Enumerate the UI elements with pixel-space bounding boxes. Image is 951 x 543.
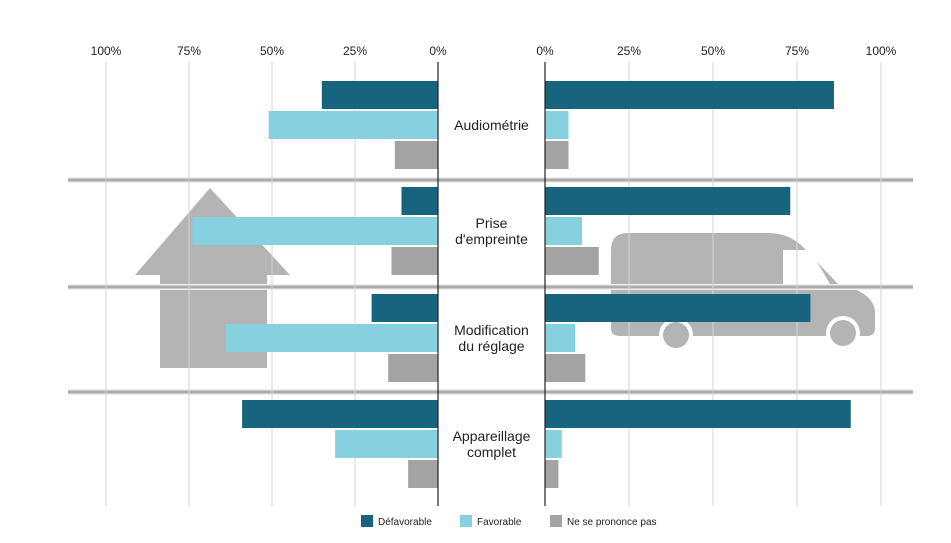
right-tick-label: 50% — [701, 44, 725, 58]
group-separator — [68, 284, 913, 290]
legend-label: Favorable — [477, 517, 522, 528]
left-tick-label: 100% — [91, 44, 122, 58]
bar-right-d-favorable — [545, 294, 811, 322]
legend-swatch — [460, 515, 472, 527]
category-label: Audiométrie — [454, 117, 529, 133]
bar-right-favorable — [545, 430, 562, 458]
right-tick-label: 100% — [866, 44, 897, 58]
bar-left-ne-se-prononce-pas — [388, 354, 438, 382]
legend-swatch — [550, 515, 562, 527]
bar-left-ne-se-prononce-pas — [391, 247, 438, 275]
category-label: Prise d'empreinte — [455, 215, 528, 247]
bar-left-favorable — [192, 217, 438, 245]
bar-left-favorable — [225, 324, 438, 352]
bar-right-ne-se-prononce-pas — [545, 141, 569, 169]
left-tick-label: 25% — [343, 44, 367, 58]
bar-right-ne-se-prononce-pas — [545, 247, 599, 275]
left-tick-label: 50% — [260, 44, 284, 58]
category-label: Modification du réglage — [454, 322, 529, 354]
bar-right-d-favorable — [545, 400, 851, 428]
right-tick-label: 75% — [785, 44, 809, 58]
group-separator — [68, 177, 913, 183]
legend-swatch — [361, 515, 373, 527]
bar-right-favorable — [545, 324, 576, 352]
bar-right-ne-se-prononce-pas — [545, 354, 586, 382]
bars — [192, 81, 851, 488]
gridlines — [105, 62, 882, 506]
group-separators — [68, 177, 913, 395]
bar-left-d-favorable — [242, 400, 438, 428]
legend-label: Défavorable — [378, 517, 432, 528]
right-tick-label: 25% — [617, 44, 641, 58]
bar-right-ne-se-prononce-pas — [545, 460, 559, 488]
bar-right-d-favorable — [545, 81, 834, 109]
bar-left-favorable — [335, 430, 438, 458]
van-icon — [611, 233, 875, 352]
group-separator — [68, 389, 913, 395]
bar-left-d-favorable — [401, 187, 438, 215]
legend: Défavorable Favorable Ne se prononce pas — [361, 515, 657, 528]
category-label: Appareillage complet — [453, 428, 531, 460]
bar-right-d-favorable — [545, 187, 791, 215]
category-labels: Audiométrie Prise d'empreinte Modification d… — [453, 117, 531, 460]
bar-left-d-favorable — [371, 294, 438, 322]
zero-axes — [437, 62, 546, 506]
bar-right-favorable — [545, 111, 569, 139]
bar-left-ne-se-prononce-pas — [408, 460, 438, 488]
bar-left-favorable — [268, 111, 438, 139]
left-tick-label: 75% — [177, 44, 201, 58]
left-tick-label: 0% — [429, 44, 447, 58]
axis-tick-labels: 0% 0% 25% 25% 50% 50% 75% 75% 100% 100% — [91, 44, 897, 58]
bar-right-favorable — [545, 217, 582, 245]
bar-left-d-favorable — [321, 81, 438, 109]
bar-left-ne-se-prononce-pas — [394, 141, 438, 169]
right-tick-label: 0% — [536, 44, 554, 58]
legend-label: Ne se prononce pas — [567, 517, 657, 528]
